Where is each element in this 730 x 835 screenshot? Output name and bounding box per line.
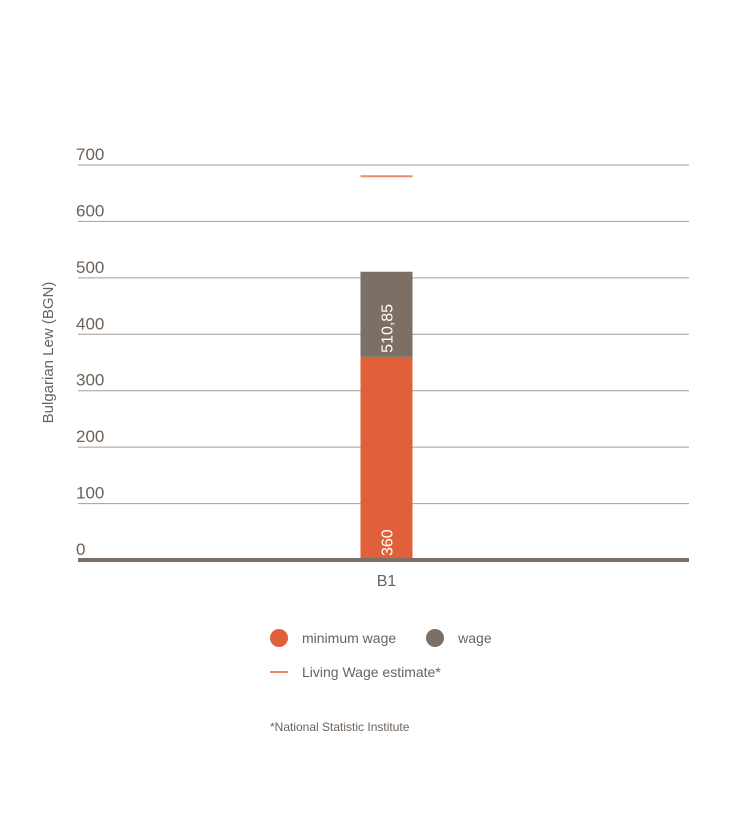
legend: minimum wage wage Living Wage estimate* [270,624,522,692]
y-tick-label-300: 300 [76,371,104,390]
x-axis-line [78,558,689,562]
data-label-minimum-wage: 360 [380,529,397,556]
y-axis-label: Bulgarian Lew (BGN) [40,282,57,424]
y-tick-label-0: 0 [76,540,85,559]
y-tick-label-500: 500 [76,258,104,277]
legend-swatch-living-wage [270,671,288,673]
footnote: *National Statistic Institute [270,720,410,734]
x-tick-label-B1: B1 [377,573,397,590]
y-tick-label-200: 200 [76,427,104,446]
bar-minimum-wage [360,356,413,560]
y-tick-label-100: 100 [76,484,104,503]
legend-swatch-wage [426,629,445,647]
legend-swatch-minimum-wage [270,629,288,647]
legend-label-minimum-wage: minimum wage [302,630,397,646]
legend-label-wage: wage [458,630,492,646]
y-tick-label-400: 400 [76,314,104,333]
y-tick-label-600: 600 [76,201,104,220]
legend-label-living-wage: Living Wage estimate* [302,664,441,680]
data-label-wage: 510,85 [380,304,397,353]
bar-wage [360,271,413,357]
y-tick-label-700: 700 [76,145,104,164]
chart: 0 100 200 300 400 500 600 700 Bulgarian Lew (BGN… [40,145,689,590]
